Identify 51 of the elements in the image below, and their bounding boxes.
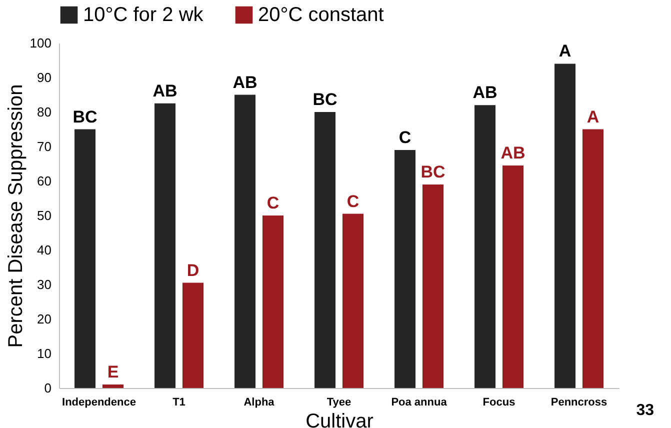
data-label: E bbox=[107, 362, 119, 382]
data-label: AB bbox=[232, 72, 258, 92]
x-tick-label: Independence bbox=[62, 396, 136, 408]
x-tick-label: Poa annua bbox=[391, 396, 448, 408]
y-tick-label: 80 bbox=[37, 104, 52, 120]
bar bbox=[182, 282, 204, 388]
bar bbox=[262, 216, 284, 388]
bar bbox=[582, 129, 604, 388]
data-label: BC bbox=[420, 162, 446, 182]
y-tick-label: 70 bbox=[37, 139, 52, 154]
y-tick-label: 60 bbox=[37, 174, 52, 188]
bar bbox=[342, 214, 364, 388]
bar bbox=[502, 165, 524, 388]
y-tick-label: 40 bbox=[37, 242, 52, 258]
data-label: AB bbox=[472, 83, 498, 102]
bar bbox=[422, 184, 444, 388]
y-axis-title: Percent Disease Suppression bbox=[4, 84, 27, 348]
data-label: A bbox=[586, 107, 600, 126]
legend-label: 20°C constant bbox=[258, 4, 384, 26]
data-label: BC bbox=[312, 90, 338, 109]
bar bbox=[102, 384, 124, 388]
x-tick-label: Tyee bbox=[326, 396, 352, 408]
y-tick-label: 90 bbox=[37, 70, 52, 85]
bar bbox=[154, 103, 176, 388]
bar bbox=[74, 129, 96, 388]
data-label: BC bbox=[72, 107, 98, 126]
x-tick-label: T1 bbox=[172, 396, 186, 408]
data-label: C bbox=[398, 128, 412, 147]
data-label: AB bbox=[152, 81, 178, 100]
bar bbox=[234, 94, 256, 388]
y-tick-label: 50 bbox=[37, 208, 52, 223]
bar bbox=[314, 112, 336, 388]
x-tick-label: Alpha bbox=[244, 396, 276, 408]
legend-label: 10°C for 2 wk bbox=[83, 4, 204, 26]
x-tick-label: Penncross bbox=[550, 396, 608, 408]
data-label: AB bbox=[500, 143, 526, 162]
bar bbox=[554, 64, 576, 388]
y-tick-label: 0 bbox=[44, 380, 52, 396]
x-axis-title: Cultivar bbox=[306, 410, 374, 428]
x-tick-label: Focus bbox=[482, 396, 516, 408]
y-tick-label: 20 bbox=[37, 312, 52, 326]
y-tick-label: 100 bbox=[30, 36, 52, 50]
data-label: C bbox=[266, 194, 280, 212]
bar bbox=[474, 105, 496, 388]
text: 33 bbox=[636, 402, 654, 419]
y-tick-label: 30 bbox=[37, 277, 52, 292]
data-label: D bbox=[186, 260, 200, 280]
data-label: C bbox=[346, 192, 360, 211]
data-label: A bbox=[558, 42, 572, 61]
y-tick-label: 10 bbox=[37, 346, 52, 361]
bar bbox=[394, 150, 416, 388]
